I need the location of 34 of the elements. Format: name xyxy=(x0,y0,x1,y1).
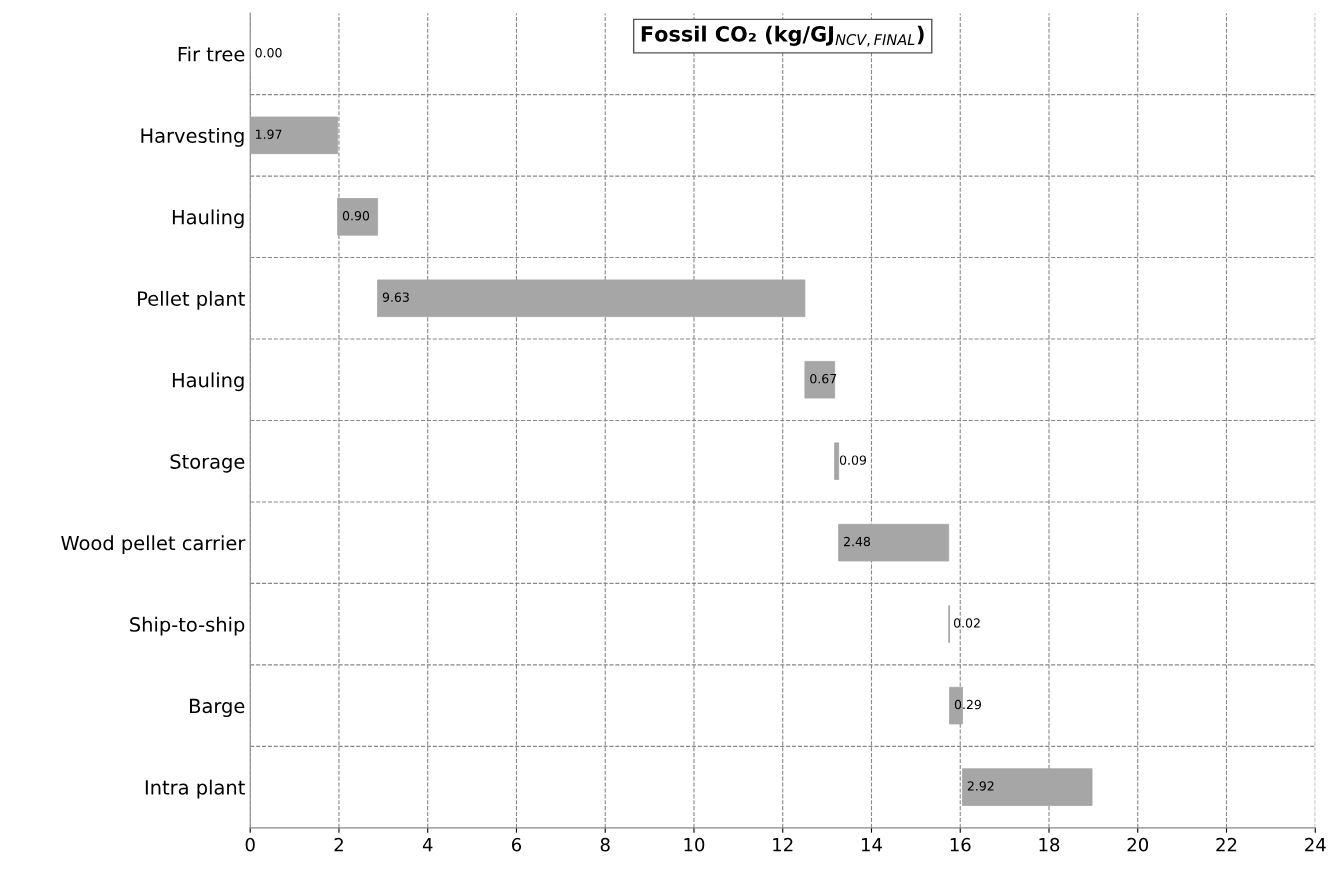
data-label: 9.63 xyxy=(382,292,409,302)
data-label: 0.67 xyxy=(810,373,837,384)
y-tick-label: Barge xyxy=(190,698,245,718)
x-tick-label: 16 xyxy=(950,837,971,852)
data-label: 2.48 xyxy=(844,536,871,547)
x-tick-label: 22 xyxy=(1216,837,1237,852)
data-label: 2.92 xyxy=(967,781,994,791)
x-tick-label: 2 xyxy=(334,837,343,852)
y-tick-label: Ship-to-ship xyxy=(130,616,245,636)
x-tick-label: 14 xyxy=(861,838,882,852)
data-label: 0.00 xyxy=(255,48,282,58)
x-tick-label: 10 xyxy=(684,837,705,852)
data-label: 1.97 xyxy=(256,129,282,139)
text: Fossil CO₂ (kg/GJ$_{NCV,FINAL}$) xyxy=(641,25,924,47)
y-tick-label: Hauling xyxy=(172,372,244,392)
x-tick-label: 20 xyxy=(1127,837,1149,852)
data-label: 0.09 xyxy=(839,455,867,465)
y-tick-label: Intra plant xyxy=(145,779,245,799)
y-tick-label: Pellet plant xyxy=(138,290,245,310)
x-tick-label: 24 xyxy=(1305,837,1326,852)
x-tick-label: 4 xyxy=(422,838,433,852)
x-tick-label: 12 xyxy=(773,837,793,852)
y-tick-label: Storage xyxy=(170,454,245,473)
y-tick-label: Hauling xyxy=(172,209,244,229)
x-tick-label: 8 xyxy=(600,837,610,852)
y-tick-label: Wood pellet carrier xyxy=(61,535,246,555)
data-label: 0.02 xyxy=(953,618,980,628)
y-tick-label: Fir tree xyxy=(178,46,245,62)
data-label: 0.29 xyxy=(954,699,981,710)
x-tick-label: 18 xyxy=(1039,837,1060,852)
x-tick-label: 0 xyxy=(245,837,255,852)
data-label: 0.90 xyxy=(342,210,370,221)
y-tick-label: Harvesting xyxy=(141,127,244,147)
x-tick-label: 6 xyxy=(511,837,522,852)
